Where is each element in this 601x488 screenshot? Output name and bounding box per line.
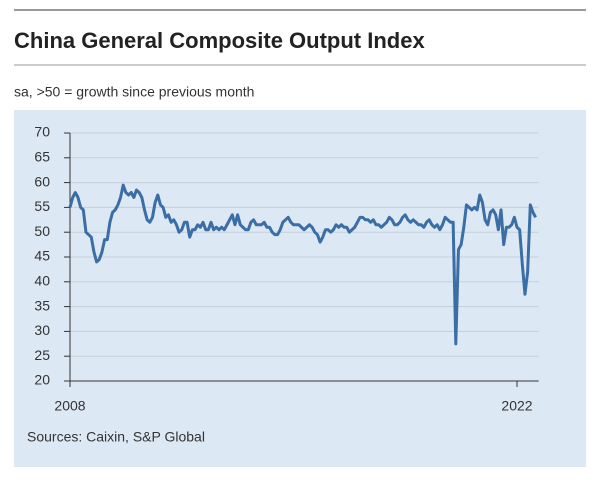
- data-line: [68, 183, 537, 346]
- x-tick-label: 2008: [54, 398, 85, 414]
- y-tick-label: 55: [34, 198, 50, 214]
- y-tick-label: 45: [34, 248, 50, 264]
- y-tick-label: 30: [34, 322, 50, 338]
- plot-background: [14, 110, 586, 467]
- source-note: Sources: Caixin, S&P Global: [27, 429, 205, 445]
- y-tick-label: 60: [34, 173, 50, 189]
- chart-subtitle: sa, >50 = growth since previous month: [14, 84, 254, 100]
- y-tick-label: 70: [34, 124, 50, 140]
- y-tick-label: 50: [34, 223, 50, 239]
- x-tick-label: 2022: [501, 398, 532, 414]
- chart-title: China General Composite Output Index: [14, 28, 425, 53]
- y-tick-label: 65: [34, 149, 50, 165]
- y-tick-label: 40: [34, 273, 50, 289]
- y-tick-label: 25: [34, 347, 50, 363]
- y-tick-label: 35: [34, 297, 50, 313]
- y-tick-label: 20: [34, 372, 50, 388]
